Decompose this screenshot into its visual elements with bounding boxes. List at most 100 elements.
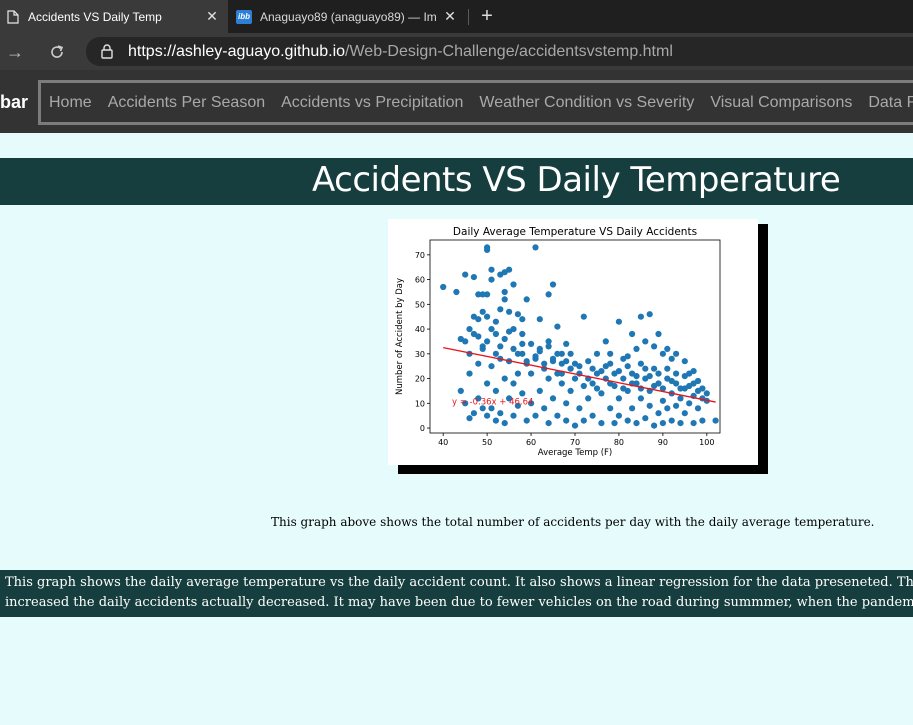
data-point <box>637 360 644 367</box>
data-point <box>488 266 495 273</box>
data-point <box>558 380 565 387</box>
data-point <box>633 373 640 380</box>
data-point <box>589 380 596 387</box>
data-point <box>462 271 469 278</box>
data-point <box>536 387 543 394</box>
nav-link-data-reference[interactable]: Data Refe <box>868 93 913 111</box>
data-point <box>541 360 548 367</box>
data-point <box>501 296 508 303</box>
x-tick-label: 60 <box>526 438 536 447</box>
data-point <box>501 375 508 382</box>
data-point <box>712 417 719 424</box>
data-point <box>655 410 662 417</box>
data-point <box>567 365 574 372</box>
favicon-text: ibb <box>238 12 250 21</box>
data-point <box>659 385 666 392</box>
close-tab-icon[interactable]: ✕ <box>206 8 218 24</box>
refresh-icon[interactable] <box>44 39 70 65</box>
data-point <box>585 358 592 365</box>
y-tick-label: 70 <box>415 251 425 260</box>
close-tab-icon[interactable]: ✕ <box>444 8 456 24</box>
data-point <box>624 417 631 424</box>
data-point <box>501 335 508 343</box>
data-point <box>440 283 447 291</box>
nav-link-accidents-per-season[interactable]: Accidents Per Season <box>107 93 266 111</box>
data-point <box>514 370 521 377</box>
browser-toolbar: → https://ashley-aguayo.github.io/Web-De… <box>0 33 913 70</box>
navbar-brand[interactable]: bar <box>0 92 29 112</box>
data-point <box>633 345 640 352</box>
data-point <box>637 395 644 402</box>
data-point <box>484 338 491 345</box>
data-point <box>563 340 570 347</box>
nav-link-accidents-vs-precipitation[interactable]: Accidents vs Precipitation <box>281 93 464 111</box>
y-tick-label: 10 <box>415 399 425 408</box>
data-point <box>593 350 601 357</box>
data-point <box>668 355 675 362</box>
tab-separator <box>468 9 469 25</box>
data-point <box>554 323 561 330</box>
data-point <box>532 412 539 419</box>
data-point <box>646 311 653 318</box>
data-point <box>545 291 552 298</box>
y-tick-label: 20 <box>415 375 425 384</box>
data-point <box>528 340 535 347</box>
nav-links: Home Accidents Per Season Accidents vs P… <box>38 80 913 125</box>
nav-link-visual-comparisons[interactable]: Visual Comparisons <box>710 93 853 111</box>
data-point <box>492 330 499 338</box>
data-point <box>690 420 697 427</box>
x-axis-label: Average Temp (F) <box>538 448 612 458</box>
data-point <box>549 395 557 402</box>
data-point <box>580 417 587 424</box>
data-point <box>651 422 658 429</box>
data-point <box>497 306 504 313</box>
address-bar[interactable]: https://ashley-aguayo.github.io/Web-Desi… <box>86 37 913 66</box>
data-point <box>466 370 473 377</box>
data-point <box>681 373 688 380</box>
data-point <box>466 415 473 422</box>
description-text: This graph shows the daily average tempe… <box>5 573 913 613</box>
data-point <box>615 395 622 402</box>
data-point <box>659 420 666 427</box>
browser-tab-active[interactable]: Accidents VS Daily Temp ✕ <box>0 0 228 33</box>
data-point <box>607 350 614 357</box>
data-point <box>677 395 684 402</box>
data-point <box>492 387 499 394</box>
lock-icon[interactable] <box>98 43 116 61</box>
page-title: Accidents VS Daily Temperature <box>312 160 841 200</box>
site-navbar: bar Home Accidents Per Season Accidents … <box>0 70 913 133</box>
data-point <box>470 274 477 281</box>
browser-tab-inactive[interactable]: ibb Anaguayo89 (anaguayo89) — Im ✕ <box>230 0 466 33</box>
data-point <box>519 340 526 347</box>
nav-link-weather-condition-vs-severity[interactable]: Weather Condition vs Severity <box>479 93 695 111</box>
data-point <box>668 377 675 385</box>
data-point <box>598 368 605 375</box>
data-point <box>492 350 499 357</box>
data-point <box>646 373 653 380</box>
tab-title: Anaguayo89 (anaguayo89) — Im <box>260 9 437 24</box>
data-point <box>620 375 627 382</box>
y-tick-label: 30 <box>415 350 425 359</box>
data-point <box>506 328 513 335</box>
data-point <box>470 410 477 417</box>
data-point <box>475 395 482 402</box>
data-point <box>492 417 499 424</box>
data-point <box>673 350 680 357</box>
new-tab-icon[interactable]: + <box>481 4 493 27</box>
data-point <box>510 412 517 419</box>
data-point <box>554 350 561 357</box>
forward-arrow-icon[interactable]: → <box>6 41 24 62</box>
data-point <box>563 417 570 424</box>
data-point <box>690 380 697 387</box>
data-point <box>580 313 587 320</box>
y-axis-label: Number of Accident by Day <box>395 278 405 395</box>
data-point <box>681 358 688 365</box>
data-point <box>523 358 530 365</box>
data-point <box>528 400 535 407</box>
data-point <box>514 350 521 357</box>
nav-link-home[interactable]: Home <box>49 93 92 111</box>
y-tick-label: 40 <box>415 325 425 334</box>
data-point <box>462 338 469 345</box>
data-point <box>589 365 596 372</box>
data-point <box>694 405 702 412</box>
